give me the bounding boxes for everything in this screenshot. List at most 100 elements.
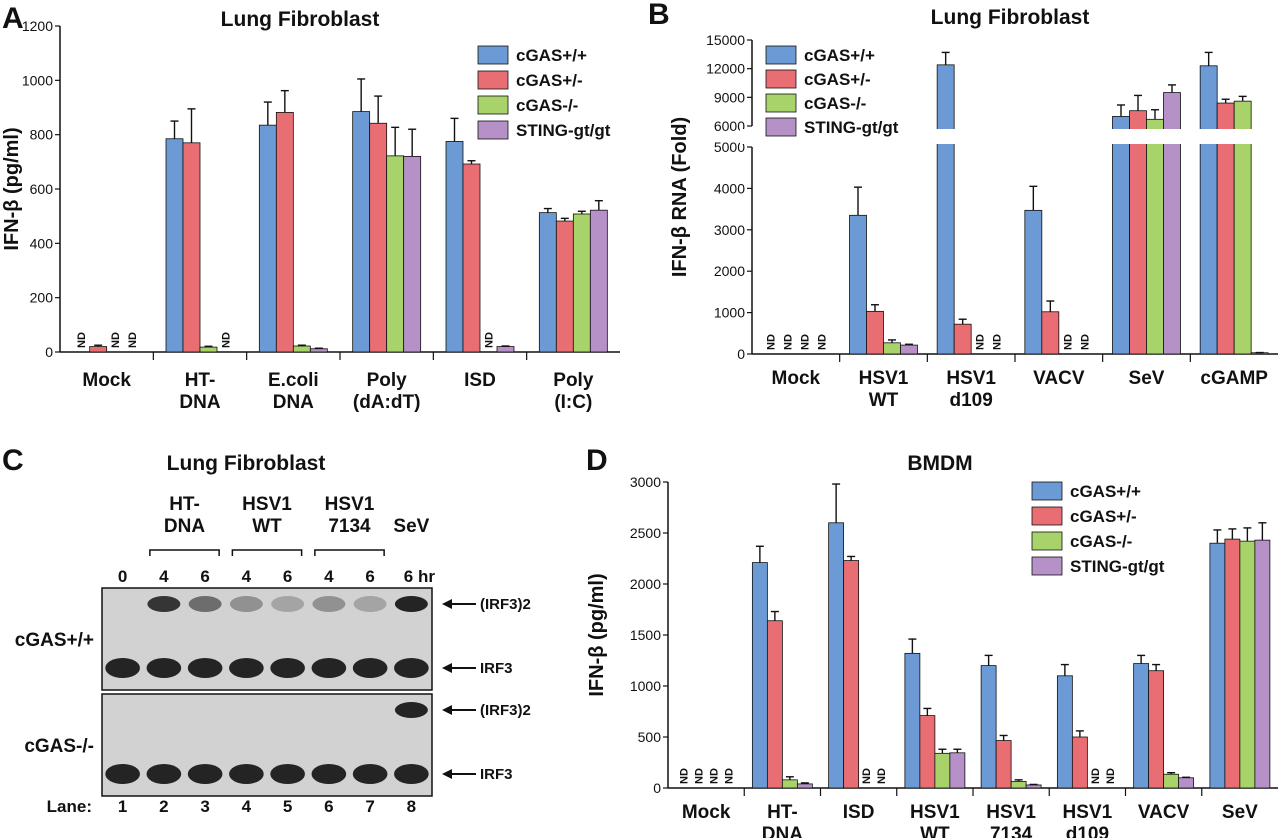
y-tick-label: 15000: [706, 32, 745, 48]
x-category-label: Poly (dA:dT): [353, 370, 421, 413]
y-tick-label: 0: [737, 346, 745, 362]
bar: [496, 346, 515, 353]
x-category-label: HSV1 d109: [946, 368, 996, 411]
y-tick-label: 1500: [630, 627, 661, 643]
bar: [275, 111, 294, 353]
bar: [309, 348, 328, 353]
gel-panel-c: Lung Fibroblast HT-DNA HSV1 WT HSV1 7134 SeV 0 4…: [15, 452, 531, 816]
lane-title: Lane:: [47, 797, 92, 816]
bar: [538, 212, 557, 353]
y-tick-label: 12000: [706, 61, 745, 77]
gel-group-bracket: [149, 549, 220, 556]
gel-band-dimer: [394, 702, 428, 718]
legend-swatch: [1031, 556, 1063, 576]
gel-band-monomer: [270, 764, 305, 784]
chart-panel-b: Lung Fibroblast IFN-β RNA (Fold) 0 1000 2000…: [669, 6, 1280, 411]
legend-label: cGAS+/-: [516, 71, 583, 90]
gel-band-monomer: [105, 658, 140, 678]
gel-band-label: IRF3: [480, 766, 513, 783]
time-label: 6: [200, 567, 209, 586]
bar: [1010, 780, 1027, 789]
legend-swatch: [765, 45, 797, 65]
x-category-label: Mock: [772, 368, 821, 389]
legend-swatch: [477, 95, 509, 115]
nd-label: ND: [975, 334, 987, 350]
nd-label: ND: [221, 332, 233, 348]
bar: [199, 346, 218, 353]
bar: [589, 209, 608, 353]
gel-group-bracket: [314, 549, 385, 556]
nd-label: ND: [1105, 768, 1117, 784]
bar: [980, 665, 997, 789]
time-label: 6: [283, 567, 292, 586]
bar: [904, 652, 921, 789]
gel-band-monomer: [146, 658, 182, 678]
bar: [1146, 118, 1164, 355]
legend-swatch: [765, 93, 797, 113]
bar: [1199, 65, 1218, 355]
x-category-label: HT-DNA: [762, 802, 803, 838]
bar: [1112, 116, 1130, 355]
y-axis-label: IFN-β RNA (Fold): [669, 117, 691, 277]
bar: [1025, 784, 1042, 789]
chart-title: Lung Fibroblast: [221, 8, 380, 31]
y-tick-label: 5000: [714, 139, 745, 155]
bar: [1133, 663, 1150, 789]
bar: [445, 141, 464, 353]
y-tick-label: 0: [45, 344, 53, 360]
bar: [849, 214, 867, 355]
lane-number: 1: [118, 797, 127, 816]
gel-band-monomer: [394, 658, 429, 678]
legend-swatch: [1031, 481, 1063, 501]
bar: [751, 562, 768, 789]
legend-label: cGAS+/+: [516, 46, 587, 65]
bar: [555, 220, 574, 353]
y-tick-label: 9000: [714, 89, 745, 105]
bar: [919, 715, 936, 789]
bar: [1239, 540, 1256, 789]
time-label: 4: [324, 567, 334, 586]
legend-swatch: [477, 70, 509, 90]
bar: [89, 346, 108, 353]
bar: [572, 213, 591, 353]
bar: [900, 344, 918, 355]
bar: [182, 142, 201, 353]
bar: [462, 163, 481, 353]
lane-number: 5: [283, 797, 292, 816]
panel-label-b: B: [648, 0, 670, 31]
bar: [1129, 110, 1147, 355]
time-label: 6: [365, 567, 374, 586]
bar: [953, 323, 972, 355]
x-category-label: HT-DNA: [179, 370, 220, 413]
gel-band-monomer: [187, 658, 223, 678]
nd-label: ND: [799, 334, 811, 350]
nd-label: ND: [679, 768, 691, 784]
legend-label: STING-gt/gt: [804, 118, 899, 137]
y-tick-label: 400: [30, 235, 54, 251]
gel-row-label: cGAS-/-: [24, 736, 94, 757]
y-tick-label: 2000: [630, 576, 661, 592]
panel-label-d: D: [586, 444, 608, 477]
bar: [352, 111, 371, 353]
x-category-label: HSV1 WT: [859, 368, 909, 411]
bar: [1041, 311, 1060, 355]
chart-title: Lung Fibroblast: [931, 6, 1090, 29]
gel-band-dimer: [271, 596, 305, 612]
y-tick-label: 600: [30, 181, 54, 197]
bar: [1209, 542, 1226, 789]
x-category-label: HSV1 d109: [1063, 802, 1113, 838]
lane-number: 8: [407, 797, 416, 816]
y-tick-label: 0: [653, 780, 661, 796]
gel-band-label: (IRF3)2: [480, 702, 531, 719]
gel-group-bracket: [231, 549, 303, 556]
x-category-label: Poly (I:C): [553, 370, 594, 413]
nd-label: ND: [484, 332, 496, 348]
nd-label: ND: [992, 334, 1004, 350]
bar: [369, 122, 388, 353]
bar: [781, 779, 798, 789]
y-axis-label: IFN-β (pg/ml): [1, 127, 23, 250]
gel-band-dimer: [229, 596, 263, 612]
gel-band-monomer: [229, 658, 264, 678]
nd-label: ND: [782, 334, 794, 350]
bar: [995, 740, 1012, 789]
